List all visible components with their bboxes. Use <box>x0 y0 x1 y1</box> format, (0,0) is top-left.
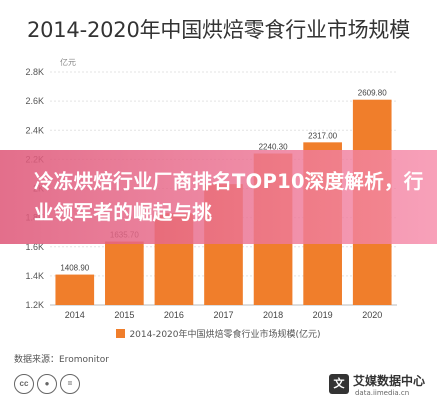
brand-name: 艾媒数据中心 <box>352 373 425 388</box>
chart-title: 2014-2020年中国烘焙零食行业市场规模 <box>26 18 411 42</box>
legend-swatch <box>116 329 126 338</box>
bar <box>55 274 95 305</box>
chart-legend: 2014-2020年中国烘焙零食行业市场规模(亿元) <box>0 327 437 340</box>
data-label: 2317.00 <box>308 131 337 140</box>
y-tick-label: 1.4K <box>25 271 44 281</box>
x-tick-label: 2020 <box>362 310 382 320</box>
brand-icon: 文 <box>328 374 349 394</box>
data-source: 数据来源：Eromonitor <box>14 355 109 365</box>
x-tick-label: 2017 <box>213 310 233 320</box>
brand-url: data.iimedia.cn <box>354 388 410 397</box>
bar <box>105 241 144 305</box>
nd-icon: = <box>60 374 80 394</box>
y-tick-label: 1.6K <box>25 242 44 252</box>
x-tick-label: 2019 <box>313 310 333 320</box>
legend-label: 2014-2020年中国烘焙零食行业市场规模(亿元) <box>129 330 321 340</box>
x-tick-label: 2015 <box>114 310 134 320</box>
x-tick-label: 2014 <box>65 310 85 320</box>
y-axis-unit: 亿元 <box>60 58 76 67</box>
data-label: 2240.30 <box>259 143 288 152</box>
x-tick-label: 2016 <box>164 310 184 320</box>
by-icon: ● <box>37 374 57 394</box>
y-tick-label: 2.4K <box>25 125 44 135</box>
y-tick-label: 2.6K <box>25 96 44 106</box>
cc-icon: cc <box>14 374 34 394</box>
y-tick-label: 2.8K <box>25 67 44 77</box>
y-tick-label: 1.2K <box>25 300 44 310</box>
license-icons: cc ● = <box>14 371 83 394</box>
brand-logo: 文 艾媒数据中心 data.iimedia.cn <box>328 373 425 397</box>
headline-text[interactable]: 冷冻烘焙行业厂商排名TOP10深度解析，行业领军者的崛起与挑 <box>34 170 424 224</box>
headline-banner[interactable] <box>0 150 437 244</box>
data-label: 2609.80 <box>358 89 387 98</box>
x-tick-label: 2018 <box>263 310 283 320</box>
data-label: 1408.90 <box>60 264 89 273</box>
